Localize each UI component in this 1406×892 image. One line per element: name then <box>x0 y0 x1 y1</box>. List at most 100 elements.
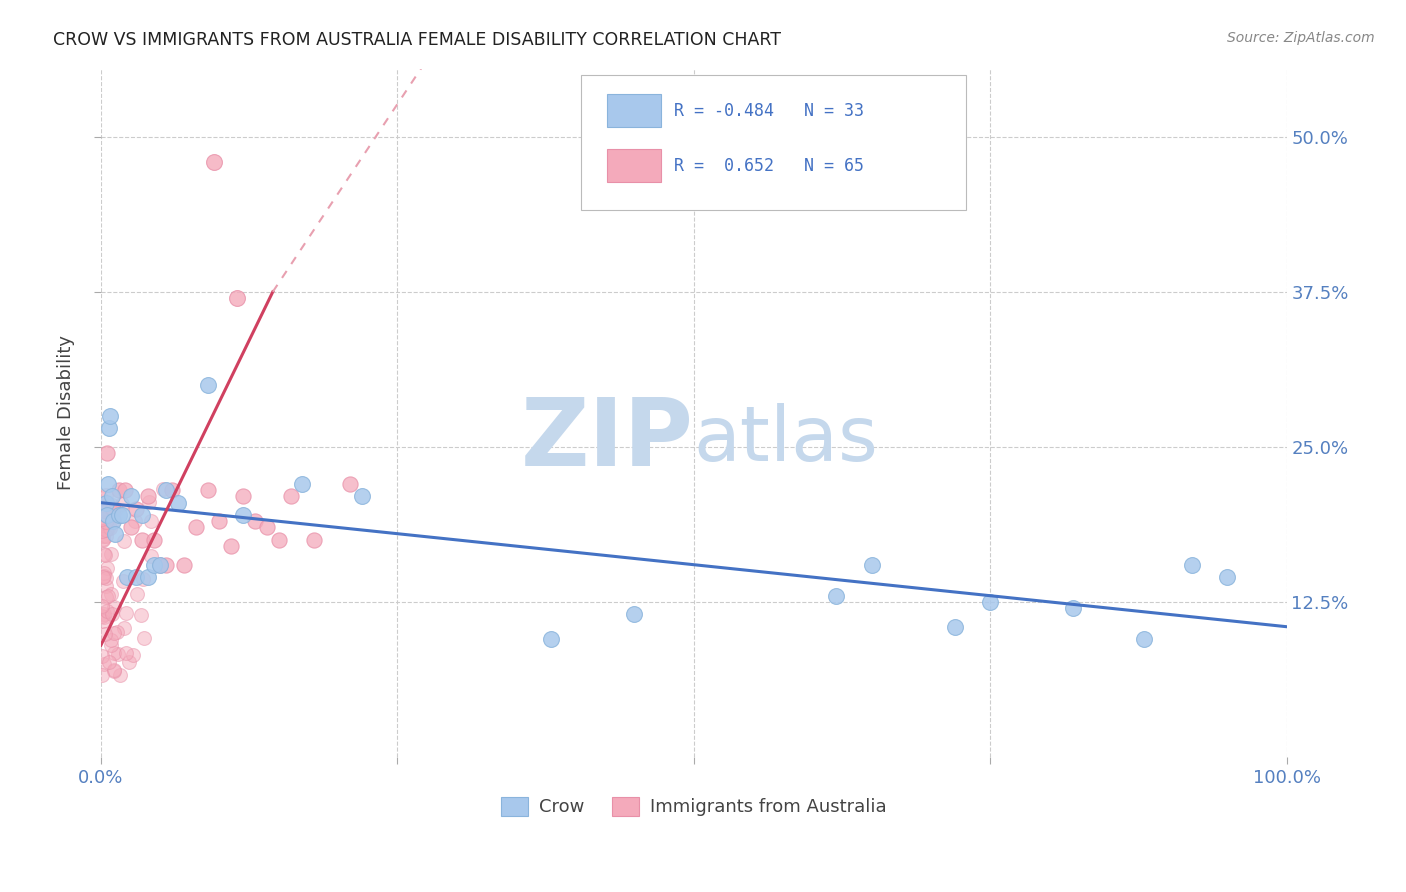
Point <box>339 477 361 491</box>
FancyBboxPatch shape <box>581 76 966 210</box>
Point <box>132 631 155 645</box>
Point <box>91 614 114 628</box>
Point <box>111 508 134 522</box>
Point <box>100 490 122 504</box>
Point <box>825 589 848 603</box>
Y-axis label: Female Disability: Female Disability <box>58 335 75 491</box>
Point <box>197 483 219 498</box>
Point <box>304 533 326 547</box>
Point <box>350 490 373 504</box>
Point <box>112 621 135 635</box>
Point <box>103 625 125 640</box>
Point <box>91 569 114 583</box>
Legend: Crow, Immigrants from Australia: Crow, Immigrants from Australia <box>494 789 893 823</box>
Point <box>100 638 122 652</box>
Point <box>232 490 254 504</box>
Point <box>94 548 117 562</box>
Text: CROW VS IMMIGRANTS FROM AUSTRALIA FEMALE DISABILITY CORRELATION CHART: CROW VS IMMIGRANTS FROM AUSTRALIA FEMALE… <box>53 31 782 49</box>
Point <box>120 490 142 504</box>
Point <box>107 647 129 661</box>
Point <box>96 571 118 585</box>
Point <box>93 504 115 518</box>
Point <box>94 578 117 592</box>
Bar <box>607 94 661 127</box>
Point <box>197 377 219 392</box>
Point <box>129 608 152 623</box>
Point <box>131 533 153 547</box>
Point <box>136 490 159 504</box>
Point <box>860 558 883 572</box>
Point <box>91 533 114 548</box>
Point <box>96 604 118 618</box>
Point <box>139 514 162 528</box>
Point <box>103 600 125 615</box>
Point <box>149 558 172 572</box>
Point <box>93 547 115 561</box>
Point <box>143 558 166 572</box>
Point <box>96 446 118 460</box>
Point <box>139 549 162 564</box>
Point <box>118 655 141 669</box>
Point <box>90 608 112 623</box>
Point <box>943 620 966 634</box>
Point <box>232 508 254 522</box>
Point <box>90 491 112 505</box>
Point <box>1133 632 1156 646</box>
Text: R = -0.484   N = 33: R = -0.484 N = 33 <box>673 103 863 120</box>
Point <box>98 421 121 435</box>
Point <box>90 668 112 682</box>
Text: Source: ZipAtlas.com: Source: ZipAtlas.com <box>1227 31 1375 45</box>
Point <box>101 607 124 622</box>
Point <box>167 496 190 510</box>
Point <box>97 589 120 603</box>
Point <box>98 521 121 535</box>
Point <box>91 529 114 543</box>
Point <box>93 607 115 621</box>
Point <box>93 566 115 580</box>
Point <box>115 570 138 584</box>
Point <box>160 483 183 498</box>
Point <box>184 520 207 534</box>
Point <box>100 547 122 561</box>
Point <box>96 515 118 529</box>
Point <box>93 657 115 672</box>
Point <box>91 599 114 614</box>
Point <box>94 591 117 605</box>
Point <box>122 648 145 662</box>
Point <box>623 607 645 622</box>
Point <box>131 508 153 522</box>
Bar <box>607 149 661 182</box>
Point <box>91 512 114 526</box>
Point <box>221 539 243 553</box>
Point <box>97 477 120 491</box>
Point <box>226 291 249 305</box>
Point <box>138 495 160 509</box>
Point <box>1216 570 1239 584</box>
Point <box>1181 558 1204 572</box>
Point <box>208 514 231 528</box>
Point <box>90 503 112 517</box>
Point <box>107 508 129 522</box>
Point <box>267 533 290 547</box>
Point <box>104 526 127 541</box>
Point <box>94 523 117 537</box>
Point <box>94 626 117 640</box>
Point <box>127 587 149 601</box>
Point <box>94 529 117 543</box>
Point <box>91 532 114 546</box>
Point <box>120 520 142 534</box>
Point <box>243 514 266 528</box>
Point <box>132 572 155 586</box>
Point <box>94 488 117 502</box>
Point <box>115 606 138 620</box>
Point <box>101 498 124 512</box>
Point <box>108 668 131 682</box>
Point <box>124 514 146 528</box>
Point <box>105 501 128 516</box>
Point <box>202 154 225 169</box>
Point <box>149 558 172 572</box>
Point <box>155 483 177 498</box>
Point <box>155 558 177 572</box>
Point <box>256 520 278 534</box>
Point <box>105 625 128 640</box>
